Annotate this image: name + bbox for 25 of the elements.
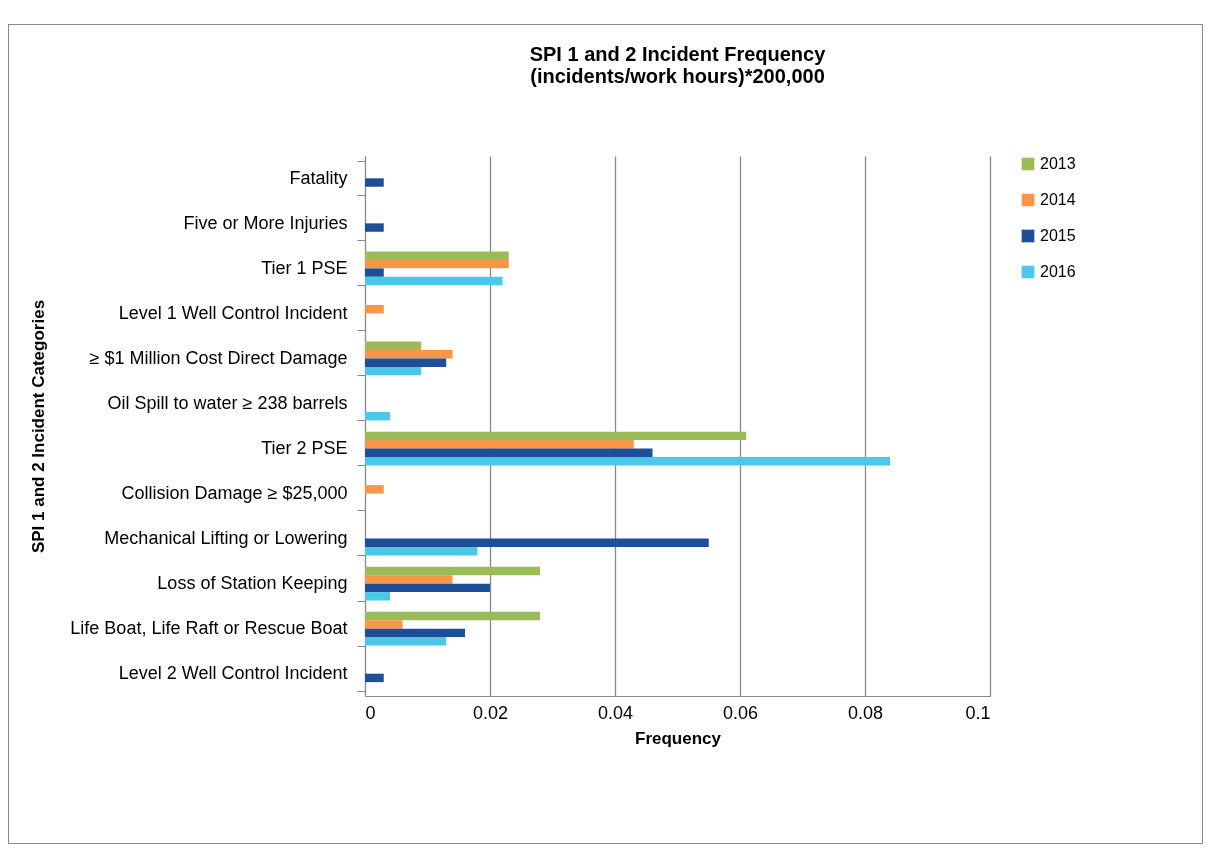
x-tick-label: 0 (365, 702, 376, 723)
x-tick-label: 0.08 (847, 702, 884, 723)
legend-label: 2014 (1040, 191, 1076, 208)
y-tick-label: ≥ $1 Million Cost Direct Damage (89, 347, 348, 368)
y-tick-label: Oil Spill to water ≥ 238 barrels (107, 392, 348, 413)
y-tick-label: Level 1 Well Control Incident (118, 302, 348, 323)
y-tick-label: Collision Damage ≥ $25,000 (121, 483, 348, 504)
y-tick-label: Tier 2 PSE (261, 438, 348, 459)
chart-title: SPI 1 and 2 Incident Frequency (incidents/work hours)*200,000 (529, 43, 827, 87)
legend-label: 2013 (1040, 155, 1076, 172)
y-tick-label: Mechanical Lifting or Lowering (104, 528, 348, 549)
legend-label: 2016 (1040, 263, 1076, 280)
y-tick-label: Fatality (289, 167, 348, 188)
x-tick-label: 0.02 (472, 702, 509, 723)
x-tick-label: 0.1 (965, 702, 991, 723)
y-tick-label: Tier 1 PSE (261, 257, 348, 278)
x-tick-label: 0.06 (722, 702, 759, 723)
legend-label: 2015 (1040, 227, 1076, 244)
x-axis-title: Frequency (635, 728, 722, 748)
y-tick-label: Level 2 Well Control Incident (118, 663, 348, 684)
y-axis-title: SPI 1 and 2 Incident Categories (28, 299, 48, 554)
x-tick-label: 0.04 (597, 702, 634, 723)
y-tick-label: Life Boat, Life Raft or Rescue Boat (70, 618, 348, 639)
y-tick-label: Five or More Injuries (183, 212, 348, 233)
y-tick-label: Loss of Station Keeping (157, 573, 348, 594)
